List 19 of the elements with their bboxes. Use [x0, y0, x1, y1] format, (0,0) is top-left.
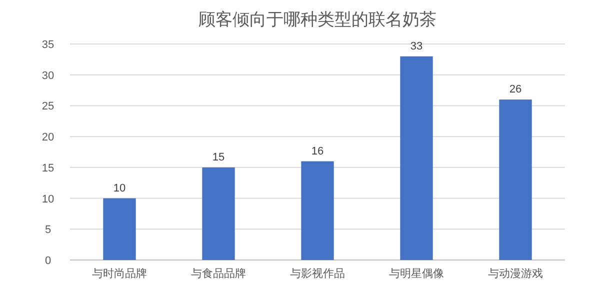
y-tick-label: 10 [42, 193, 54, 206]
x-tick-label: 与食品品牌 [191, 267, 246, 280]
y-tick-label: 20 [42, 132, 54, 144]
data-label: 33 [410, 40, 423, 52]
data-label: 15 [212, 151, 225, 164]
data-label: 10 [113, 182, 126, 194]
y-tick-label: 30 [42, 70, 54, 82]
y-tick-label: 5 [44, 224, 52, 236]
x-tick-label: 与影视作品 [290, 267, 345, 280]
x-tick-label: 与时尚品牌 [92, 267, 147, 280]
y-tick-label: 0 [44, 255, 52, 267]
x-tick-label: 与动漫游戏 [488, 267, 543, 280]
data-label: 26 [509, 84, 522, 96]
title: 顾客倾向于哪种类型的联名奶茶 [198, 10, 436, 29]
y-tick-label: 35 [42, 39, 54, 51]
data-label: 16 [311, 145, 324, 158]
y-tick-label: 25 [42, 100, 54, 113]
x-tick-label: 与明星偶像 [389, 267, 444, 280]
y-tick-label: 15 [42, 162, 54, 174]
